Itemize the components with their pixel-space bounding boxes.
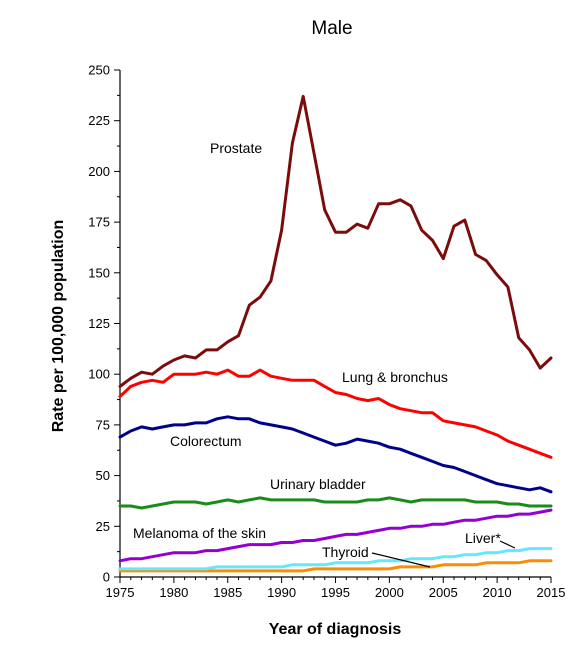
series-label-liver: Liver* — [465, 530, 501, 546]
chart-title: Male — [311, 18, 352, 39]
series-label-urinary-bladder: Urinary bladder — [270, 476, 366, 492]
y-tick-label: 0 — [103, 570, 110, 585]
y-tick-label: 250 — [88, 63, 110, 78]
x-axis-title: Year of diagnosis — [269, 621, 402, 638]
y-tick-label: 100 — [88, 367, 110, 382]
x-tick-label: 1980 — [159, 585, 188, 600]
series-label-prostate: Prostate — [210, 140, 262, 156]
thyroid-leader-line — [371, 552, 431, 568]
x-tick-label: 1985 — [213, 585, 242, 600]
axes: 0 25 50 75 100 125 150 175 200 225 250 1975 1980 1985… — [88, 63, 565, 601]
x-tick-label: 2010 — [483, 585, 512, 600]
x-tick-label: 2000 — [375, 585, 404, 600]
x-tick-label: 1975 — [106, 585, 135, 600]
series-line-thyroid — [118, 559, 553, 573]
series-line-urinary-bladder — [118, 496, 553, 510]
series-line-lung-bronchus — [118, 368, 553, 459]
y-tick-label: 200 — [88, 164, 110, 179]
y-tick-label: 25 — [96, 519, 110, 534]
y-tick-label: 50 — [96, 468, 110, 483]
x-tick-label: 1995 — [321, 585, 350, 600]
y-tick-label: 150 — [88, 265, 110, 280]
y-axis-title: Rate per 100,000 population — [50, 220, 67, 433]
series-label-colorectum: Colorectum — [170, 433, 242, 449]
y-tick-label: 225 — [88, 113, 110, 128]
series-label-lung-bronchus: Lung & bronchus — [342, 369, 448, 385]
series-line-prostate — [118, 94, 553, 388]
y-tick-label: 125 — [88, 316, 110, 331]
series-line-liver — [118, 547, 553, 571]
x-tick-label: 1990 — [267, 585, 296, 600]
x-tick-label: 2015 — [537, 585, 566, 600]
series-lines — [118, 94, 553, 573]
series-line-melanoma-of-the-skin — [118, 508, 553, 563]
series-line-colorectum — [118, 415, 553, 494]
x-tick-label: 2005 — [429, 585, 458, 600]
series-label-melanoma-of-the-skin: Melanoma of the skin — [133, 525, 266, 541]
series-labels: Prostate Lung & bronchus Colorectum Urinary… — [133, 140, 516, 568]
y-tick-label: 75 — [96, 417, 110, 432]
series-label-thyroid: Thyroid — [322, 544, 369, 560]
y-tick-label: 175 — [88, 215, 110, 230]
liver-leader-line — [499, 540, 516, 549]
